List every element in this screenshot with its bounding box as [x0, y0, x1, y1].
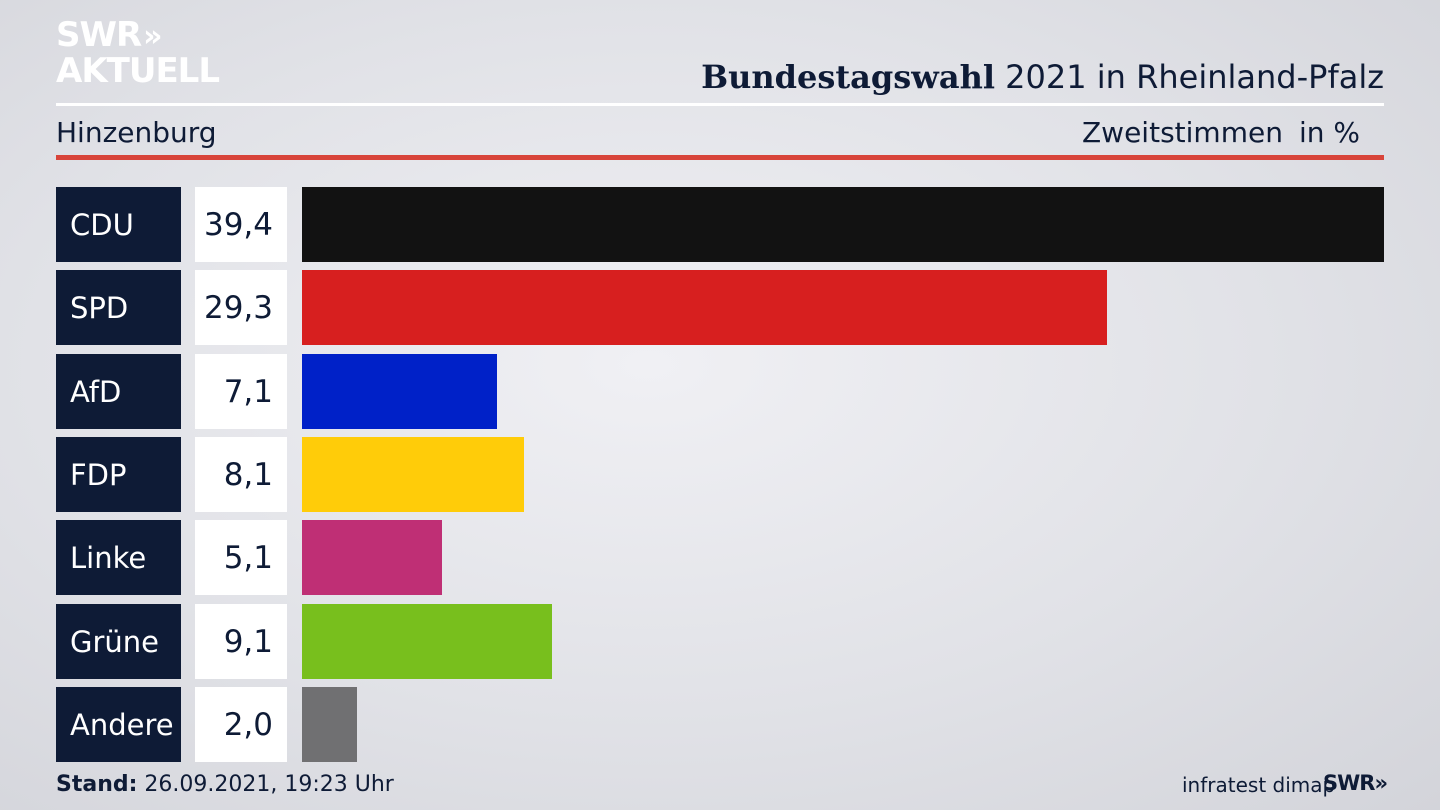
logo-swr-text: SWR	[56, 15, 142, 55]
value-label-fdp: 8,1	[195, 437, 287, 512]
value-label-afd: 7,1	[195, 354, 287, 429]
party-label-gr-ne: Grüne	[56, 604, 181, 679]
party-label-spd: SPD	[56, 270, 181, 345]
header-divider	[56, 103, 1384, 106]
bar-fdp	[302, 437, 524, 512]
bar-linke	[302, 520, 442, 595]
party-label-andere: Andere	[56, 687, 181, 762]
bar-gr-ne	[302, 604, 552, 679]
value-label-gr-ne: 9,1	[195, 604, 287, 679]
party-label-fdp: FDP	[56, 437, 181, 512]
timestamp-label: Stand:	[56, 772, 138, 797]
swr-footer-logo: SWR»	[1323, 771, 1388, 795]
logo-aktuell-text: AKTUELL	[56, 51, 220, 91]
unit-label: in %	[1299, 116, 1361, 149]
logo-chevron-icon: »	[143, 19, 163, 54]
chart-title-bold: Bundestagswahl	[701, 58, 995, 96]
value-label-spd: 29,3	[195, 270, 287, 345]
data-source: infratest dimap	[1182, 773, 1336, 797]
party-label-cdu: CDU	[56, 187, 181, 262]
timestamp-value: 26.09.2021, 19:23 Uhr	[144, 772, 394, 797]
accent-divider	[56, 155, 1384, 160]
timestamp: Stand: 26.09.2021, 19:23 Uhr	[56, 772, 394, 797]
value-label-linke: 5,1	[195, 520, 287, 595]
chart-title: Bundestagswahl 2021 in Rheinland-Pfalz	[701, 58, 1384, 96]
bar-spd	[302, 270, 1107, 345]
party-label-linke: Linke	[56, 520, 181, 595]
swr-aktuell-logo: SWR» AKTUELL	[56, 15, 220, 91]
chart-title-rest: 2021 in Rheinland-Pfalz	[1005, 58, 1384, 96]
measure-label: Zweitstimmen	[1082, 116, 1283, 149]
bar-andere	[302, 687, 357, 762]
value-label-andere: 2,0	[195, 687, 287, 762]
value-label-cdu: 39,4	[195, 187, 287, 262]
party-label-afd: AfD	[56, 354, 181, 429]
region-name: Hinzenburg	[56, 116, 217, 149]
bar-afd	[302, 354, 497, 429]
bar-cdu	[302, 187, 1384, 262]
